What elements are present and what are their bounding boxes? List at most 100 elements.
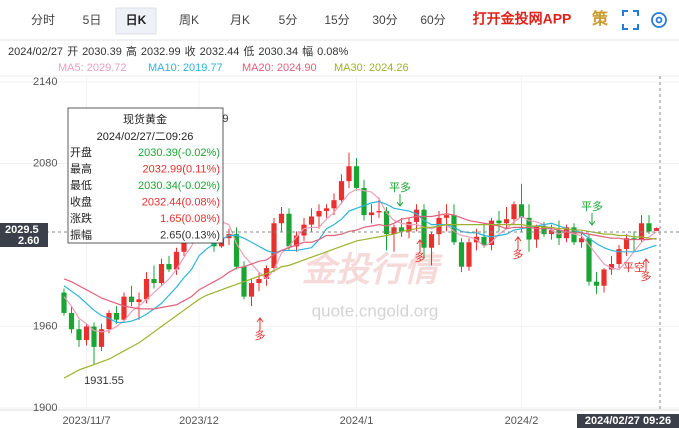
signal-arrow	[396, 194, 404, 207]
candle-body	[338, 181, 345, 201]
candle-body	[68, 312, 75, 330]
signal-label: 多	[415, 250, 426, 264]
candle-body	[406, 221, 412, 232]
signal-label: 多	[255, 328, 266, 342]
candle-body	[128, 296, 135, 303]
candle-body	[248, 283, 255, 297]
candle-body	[616, 249, 622, 265]
y-tick-label: 1960	[33, 320, 57, 332]
candle-body	[308, 216, 315, 225]
watermark-brand: 金投行情	[302, 251, 443, 289]
candle-body	[376, 211, 382, 213]
tab[interactable]: 60分	[420, 13, 445, 27]
change-label: 2.60	[18, 235, 39, 247]
tooltip-value: 2.65(0.13%)	[160, 229, 220, 241]
ma-line	[63, 213, 657, 310]
x-tick-label: 2024/1	[340, 415, 374, 427]
candle-body	[136, 299, 142, 303]
strategy-icon[interactable]: 策	[591, 9, 609, 28]
tooltip-value: 2032.99(0.11%)	[143, 163, 220, 175]
candle-body	[533, 225, 540, 240]
candle-body	[383, 211, 390, 235]
candle-body	[511, 204, 517, 220]
candle-body	[293, 235, 300, 247]
y-tick-label: 1900	[33, 402, 57, 414]
tab[interactable]: 日K	[126, 13, 147, 27]
quote-value: 2032.44	[200, 46, 240, 58]
app-button[interactable]: 打开金投网APP	[473, 11, 572, 27]
candle-body	[631, 238, 637, 240]
time-box	[577, 414, 679, 428]
x-tick-label: 2023/11/7	[62, 415, 110, 427]
ma-line	[63, 188, 657, 333]
tab[interactable]: 30分	[372, 13, 397, 27]
quote-label: 低	[243, 45, 254, 58]
tab-bar	[0, 0, 679, 40]
ma-legend: MA30: 2024.26	[334, 62, 409, 74]
candle-body	[638, 223, 645, 240]
candle-body	[323, 208, 330, 212]
candle-body	[286, 213, 292, 247]
tab[interactable]: 周K	[179, 13, 199, 27]
tooltip-label: 最低	[70, 179, 92, 192]
tooltip-value: 2030.39(-0.02%)	[138, 147, 220, 159]
candle-body	[496, 220, 502, 224]
candle-body	[563, 227, 570, 239]
candle-body	[331, 200, 337, 209]
candle-body	[316, 211, 322, 217]
tooltip-label: 开盘	[70, 145, 92, 159]
candle-body	[541, 225, 547, 235]
y-tick-label: 2080	[33, 157, 57, 169]
fullscreen-icon[interactable]	[622, 10, 639, 30]
y-tick-label: 2140	[33, 76, 57, 88]
candle-body	[518, 204, 525, 218]
candle-body	[121, 296, 127, 320]
candle-body	[76, 329, 82, 341]
candle-body	[106, 312, 112, 330]
candle-body	[413, 209, 420, 222]
tab[interactable]: 5分	[279, 13, 298, 27]
signal-arrow	[416, 239, 424, 252]
quote-bar: 2024/02/27 开 2030.39 高 2032.99 收 2032.44 低 2030.…	[8, 44, 349, 58]
candle-body	[361, 187, 367, 216]
min-label: 1931.55	[84, 375, 124, 387]
tab[interactable]: 5日	[83, 13, 102, 27]
candle-body	[608, 264, 615, 270]
x-tick-label: 2023/12	[179, 415, 219, 427]
tooltip-label: 收盘	[70, 194, 92, 208]
price-box	[0, 223, 48, 247]
candle-body	[443, 215, 450, 218]
tooltip-title: 现货黄金	[123, 112, 167, 126]
candle-body	[368, 212, 375, 216]
signal-label: 多	[513, 247, 524, 261]
candle-body	[623, 238, 630, 250]
tab[interactable]: 月K	[230, 13, 250, 27]
ma-line	[63, 200, 657, 324]
tab-active-bg	[115, 7, 157, 35]
candle-body	[646, 223, 652, 232]
candle-body	[398, 227, 405, 232]
settings-icon[interactable]	[651, 12, 667, 28]
candle-body	[91, 326, 97, 347]
signal-label: 平空	[623, 260, 645, 274]
candle-body	[391, 227, 397, 235]
candle-body	[653, 228, 660, 231]
ma-line	[63, 224, 657, 379]
candle-body	[593, 281, 600, 286]
candle-body	[143, 278, 150, 300]
quote-value: 0.08%	[317, 46, 348, 58]
tab[interactable]: 分时	[31, 13, 55, 27]
candle-body	[346, 166, 352, 182]
candle-body	[466, 242, 472, 267]
signal-label: 平多	[389, 180, 411, 194]
tab[interactable]: 15分	[324, 13, 349, 27]
candle-body	[166, 264, 172, 270]
candle-body	[488, 220, 495, 245]
quote-label: 幅	[302, 45, 313, 58]
ma-legend: MA10: 2019.77	[148, 62, 223, 74]
candle-body	[578, 238, 585, 243]
candle-body	[526, 217, 532, 240]
tooltip: 现货黄金 2024/02/27/二09:26 开盘 2030.39(-0.02%) 最高…	[67, 107, 224, 244]
signal-label: 平多	[581, 199, 603, 213]
candle-body	[481, 236, 487, 245]
